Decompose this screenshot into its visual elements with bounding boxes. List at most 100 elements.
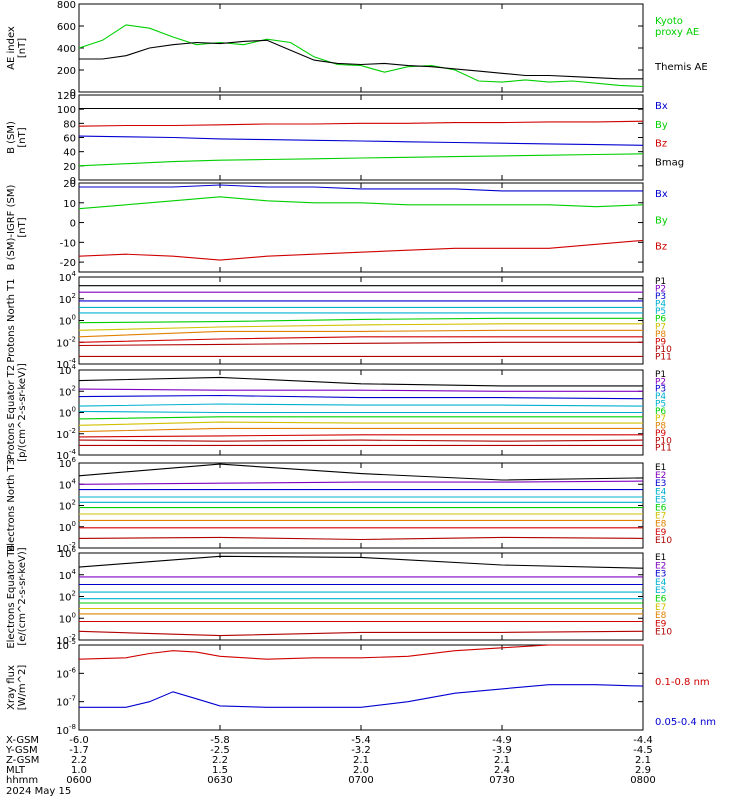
axis-info-label: Z-GSM: [6, 755, 39, 766]
series-line: [78, 376, 643, 387]
panel-frame: [78, 462, 644, 549]
legend-entry: E7: [655, 512, 666, 522]
legend-entry: P6: [655, 315, 666, 325]
legend-entry: P7: [655, 322, 666, 332]
axis-info-value: 0630: [207, 775, 232, 786]
series-line: [78, 196, 644, 210]
series-line: [79, 39, 643, 80]
legend-entry: P8: [655, 330, 666, 340]
axis-info-value: -5.4: [351, 735, 371, 746]
legend-entry: E6: [655, 595, 667, 605]
axis-info-value: -5.8: [210, 735, 230, 746]
y-tick-label: 100: [59, 520, 76, 534]
legend-entry: E3: [655, 570, 666, 580]
axis-info-label: hhmm: [6, 775, 38, 786]
date-label: 2024 May 15: [6, 786, 71, 797]
series-line: [78, 536, 644, 541]
y-tick-label: 104: [59, 270, 77, 284]
axis-info-value: 2.1: [635, 755, 651, 766]
legend-entry: E3: [655, 479, 666, 489]
legend-entry: Bx: [655, 189, 668, 200]
axis-info-value: -4.4: [633, 735, 653, 746]
legend-entry: E1: [655, 553, 666, 563]
y-tick-label: 200: [57, 66, 76, 77]
series-line: [78, 388, 643, 392]
series-line: [78, 421, 643, 426]
legend-entry: P2: [655, 377, 666, 387]
axis-info-label: MLT: [6, 765, 26, 776]
legend-entry: E10: [655, 536, 672, 546]
y-tick-label: 102: [59, 384, 76, 398]
legend-entry: E1: [655, 463, 666, 473]
y-tick-label: 100: [57, 105, 76, 116]
legend-entry: P9: [655, 337, 666, 347]
y-tick-label: 10-6: [56, 666, 76, 680]
series-line: [78, 434, 643, 438]
axis-info-value: -4.5: [633, 745, 653, 756]
legend-entry: 0.1-0.8 nm: [655, 677, 710, 688]
legend-entry: P3: [655, 385, 666, 395]
series-line: [78, 317, 643, 324]
legend-entry: 0.05-0.4 nm: [655, 717, 716, 728]
y-tick-label: 10-2: [56, 335, 76, 349]
legend-entry: E8: [655, 520, 667, 530]
axis-info-value: -3.9: [492, 745, 512, 756]
legend-entry: P2: [655, 285, 666, 295]
y-tick-label: 100: [59, 611, 76, 625]
legend-entry: E5: [655, 495, 666, 505]
series-line: [78, 463, 644, 481]
legend-entry: By: [655, 120, 668, 131]
legend-entry: E9: [655, 619, 667, 629]
series-line: [78, 135, 644, 146]
series-line: [78, 427, 643, 433]
legend-entry: P5: [655, 307, 666, 317]
legend-entry: E7: [655, 603, 666, 613]
y-axis-label: Xray flux[W/m^2]: [6, 665, 28, 711]
legend-entry: E4: [655, 578, 667, 588]
y-tick-label: 102: [59, 590, 76, 604]
series-line: [78, 480, 644, 485]
series-line: [79, 184, 643, 192]
legend-entry: P1: [655, 277, 666, 287]
series-line: [78, 394, 644, 400]
y-tick-label: 104: [59, 363, 77, 377]
y-tick-label: 0: [70, 88, 76, 99]
legend-entry: P1: [655, 370, 666, 380]
axis-info-value: 2.2: [212, 755, 228, 766]
series-line: [78, 336, 643, 343]
y-tick-label: 60: [63, 134, 76, 145]
series-line: [78, 439, 644, 442]
y-tick-label: 0: [70, 176, 76, 187]
series-line: [78, 341, 643, 347]
y-axis-label: AE index[nT]: [6, 26, 28, 70]
series-line: [78, 329, 643, 338]
legend-entry: E9: [655, 528, 667, 538]
axis-info-value: 2.0: [353, 765, 369, 776]
series-line: [78, 630, 644, 637]
series-line: [78, 410, 643, 414]
legend-entry: P11: [655, 444, 672, 454]
y-tick-label: 104: [59, 477, 77, 491]
y-axis-label: Electrons Equator T4[e/(cm^2-s-sr-keV)]: [6, 544, 28, 648]
panel-frame: [78, 3, 644, 93]
y-tick-label: 10-4: [56, 357, 76, 371]
axis-info-value: 0730: [489, 775, 514, 786]
y-tick-label: 100: [59, 406, 76, 420]
y-axis-label: Protons Equator T2[p/(cm^2-s-sr-keV)]: [6, 363, 28, 462]
axis-info-value: -3.2: [351, 745, 371, 756]
y-tick-label: 10-2: [56, 633, 76, 647]
y-tick-label: 20: [63, 162, 76, 173]
panel-frame: [78, 182, 644, 273]
y-tick-label: 10-7: [56, 695, 76, 709]
y-axis-label: Electrons North T3: [6, 459, 17, 552]
axis-info-value: 0800: [630, 775, 655, 786]
legend-entry: E2: [655, 561, 666, 571]
series-line: [78, 403, 644, 407]
legend-entry: P10: [655, 345, 672, 355]
y-tick-label: 600: [57, 22, 76, 33]
axis-info-value: 2.1: [494, 755, 510, 766]
legend-entry: P7: [655, 414, 666, 424]
series-line: [78, 644, 643, 660]
legend-entry: E2: [655, 471, 666, 481]
